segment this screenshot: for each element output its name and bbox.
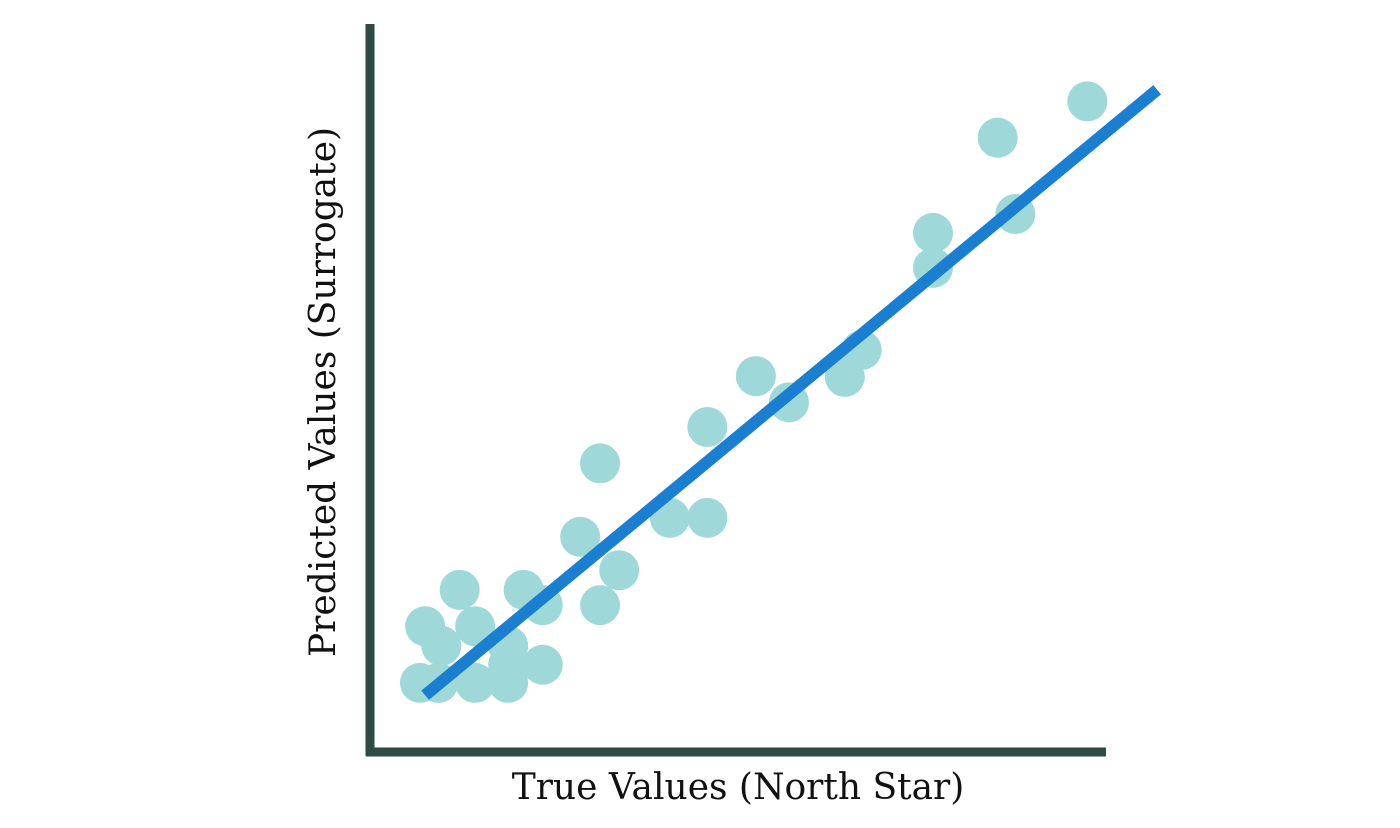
data-point — [421, 625, 462, 666]
trend-line — [421, 85, 1162, 700]
data-point — [522, 644, 563, 685]
data-point — [977, 117, 1018, 158]
x-axis-title: True Values (North Star) — [512, 767, 965, 808]
data-point — [439, 569, 480, 610]
data-point — [687, 407, 728, 448]
data-point — [488, 662, 529, 703]
data-point — [560, 516, 601, 557]
plot-area — [399, 81, 1162, 703]
data-point — [687, 497, 728, 538]
data-point — [455, 606, 496, 647]
data-point — [913, 212, 954, 253]
data-point — [580, 443, 621, 484]
data-point — [1067, 81, 1108, 122]
data-point — [580, 585, 621, 626]
data-point — [735, 356, 776, 397]
y-axis-title: Predicted Values (Surrogate) — [303, 127, 344, 657]
data-point — [824, 356, 865, 397]
data-point — [599, 550, 640, 591]
data-point — [455, 662, 496, 703]
